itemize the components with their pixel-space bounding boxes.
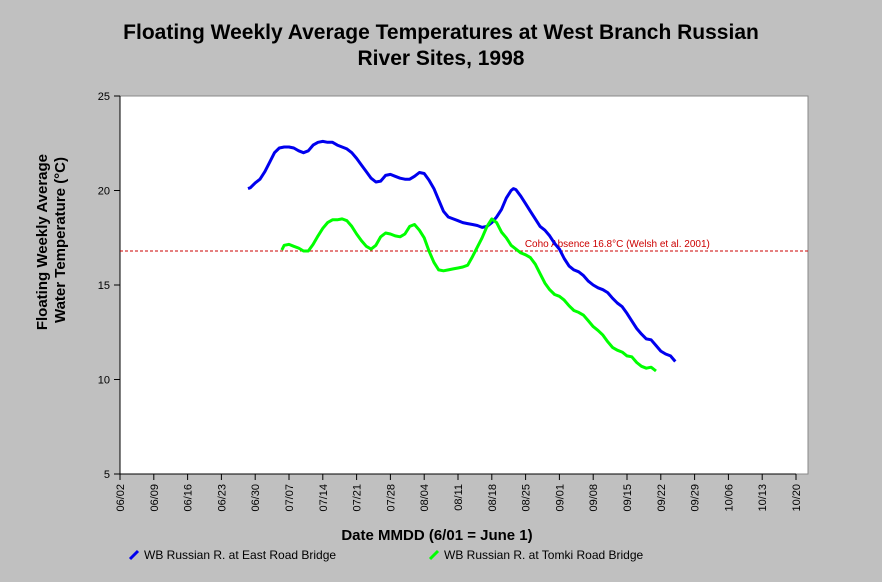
x-axis-title: Date MMDD (6/01 = June 1) (341, 527, 532, 544)
plot-area (119, 95, 809, 475)
x-tick-label: 08/04 (419, 484, 431, 512)
x-tick-label: 10/13 (757, 484, 769, 512)
x-tick-label: 09/22 (656, 484, 668, 512)
legend: WB Russian R. at East Road Bridge WB Russ… (128, 548, 644, 562)
y-tick-label: 25 (98, 91, 110, 103)
legend-label-1: WB Russian R. at East Road Bridge (144, 548, 336, 562)
legend-swatch-2 (428, 549, 440, 561)
y-axis-ticks: 5 10 15 20 25 (98, 91, 120, 481)
chart-title-line2: River Sites, 1998 (357, 47, 525, 70)
x-tick-label: 10/06 (723, 484, 735, 512)
x-tick-label: 06/02 (115, 484, 127, 512)
x-tick-label: 07/28 (385, 484, 397, 512)
series-layer (247, 139, 677, 373)
x-tick-label: 09/08 (588, 484, 600, 512)
y-tick-label: 5 (104, 469, 110, 481)
x-tick-label: 07/14 (318, 484, 330, 512)
x-tick-label: 08/18 (487, 484, 499, 512)
x-tick-label: 07/07 (284, 484, 296, 512)
x-tick-label: 06/16 (183, 484, 195, 512)
x-tick-label: 09/29 (690, 484, 702, 512)
x-tick-label: 07/21 (352, 484, 364, 512)
x-axis-ticks: 06/02 06/09 06/16 06/23 06/30 07/07 07/14 07/21… (115, 474, 803, 512)
y-axis-title-line2: Water Temperature (°C) (52, 157, 69, 323)
reference-line-label: Coho Absence 16.8°C (Welsh et al. 2001) (525, 239, 710, 250)
x-tick-label: 06/30 (250, 484, 262, 512)
y-axis-title: Floating Weekly Average Water Temperatur… (34, 150, 69, 330)
chart-title-line1: Floating Weekly Average Temperatures at … (123, 21, 759, 44)
x-tick-label: 08/25 (521, 484, 533, 512)
x-tick-label: 08/11 (453, 484, 465, 511)
legend-swatch-1 (128, 549, 140, 561)
chart-title: Floating Weekly Average Temperatures at … (0, 20, 882, 72)
y-tick-label: 15 (98, 280, 110, 292)
y-axis-title-line1: Floating Weekly Average (34, 154, 51, 330)
x-tick-label: 09/01 (554, 484, 566, 512)
series-line-2 (280, 217, 657, 373)
x-tick-label: 09/15 (622, 484, 634, 512)
y-tick-label: 10 (98, 375, 110, 387)
legend-label-2: WB Russian R. at Tomki Road Bridge (444, 548, 644, 562)
y-tick-label: 20 (98, 186, 110, 198)
x-tick-label: 10/20 (791, 484, 803, 512)
series-line-1 (247, 139, 677, 363)
x-tick-label: 06/23 (216, 484, 228, 512)
x-tick-label: 06/09 (149, 484, 161, 512)
